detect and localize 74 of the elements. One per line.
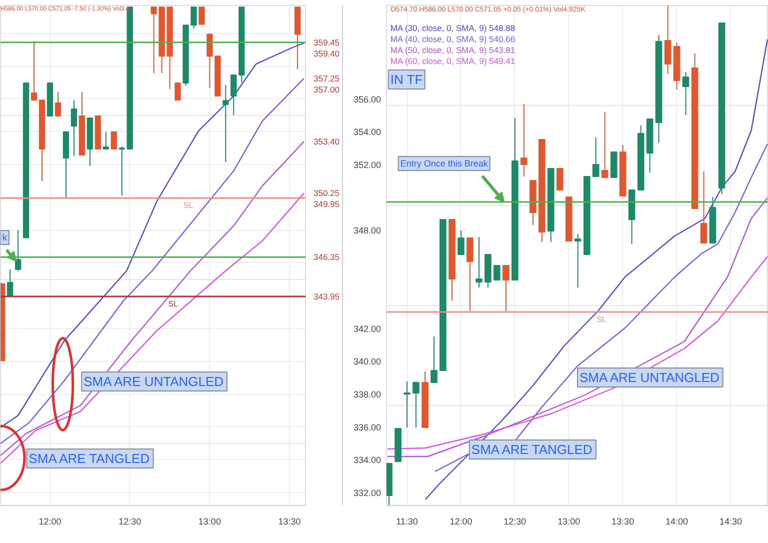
x-tick-label: 12:00 [38, 516, 62, 526]
x-tick-label: 14:00 [666, 516, 688, 526]
annotation: 357.25 [314, 73, 340, 84]
candlestick [556, 168, 564, 190]
candlestick [14, 230, 22, 272]
x-tick-label: 13:30 [612, 516, 634, 526]
candlestick [458, 230, 464, 255]
x-tick-label: 14:30 [719, 516, 742, 526]
candlestick [682, 72, 690, 116]
y-tick-label: 348.00 [354, 226, 382, 236]
y-tick-label: 342.00 [354, 324, 382, 334]
text: MA (50, close, 0, SMA, 9) 543.81 [390, 45, 516, 55]
annotation: SMA ARE UNTANGLED [84, 374, 224, 389]
annotation: k [2, 232, 8, 242]
x-tick-label: 11:30 [396, 516, 418, 526]
y-tick-label: 338.00 [354, 390, 382, 400]
y-tick-label: 334.00 [354, 455, 382, 466]
ref-line-label: SL [596, 315, 607, 324]
candlestick [592, 137, 600, 177]
candlestick [466, 238, 474, 312]
candlestick [412, 381, 420, 428]
candlestick [102, 131, 109, 150]
candlestick [198, 6, 205, 25]
annotation: 349.95 [314, 199, 340, 210]
candlestick [70, 100, 78, 156]
candlestick [110, 131, 117, 150]
annotation: 353.40 [314, 136, 340, 147]
candlestick [6, 268, 14, 298]
candlestick [700, 171, 708, 244]
annotation: 343.95 [314, 291, 340, 302]
candlestick [404, 381, 410, 428]
annotation: SMA ARE TANGLED [28, 451, 150, 466]
x-tick-label: 13:00 [558, 516, 580, 526]
y-tick-label: 352.00 [354, 160, 382, 170]
annotation: Entry Once this Break [400, 158, 488, 168]
candlestick [574, 234, 582, 288]
annotation: 346.35 [314, 252, 340, 262]
x-tick-label: 12:30 [504, 516, 526, 526]
annotation: 357.00 [314, 84, 340, 94]
x-tick-label: 13:00 [198, 516, 221, 526]
text: MA (60, close, 0, SMA, 9) 549.41 [390, 56, 516, 66]
y-tick-label: 354.00 [354, 127, 382, 138]
text: MA (30, close, 0, SMA, 9) 548.88 [390, 23, 516, 33]
ref-line-label: SL [184, 201, 194, 210]
y-tick-label: 332.00 [354, 488, 382, 498]
candlestick [520, 104, 528, 177]
annotation: 359.45 [314, 37, 340, 48]
x-tick-label: 12:00 [450, 516, 472, 526]
line-series [0, 192, 305, 464]
candlestick [664, 6, 672, 74]
text: MA (40, close, 0, SMA, 9) 540.66 [390, 34, 516, 44]
annotation: SMA ARE TANGLED [471, 442, 592, 457]
candlestick [230, 74, 237, 116]
y-tick-label: 336.00 [354, 422, 382, 432]
y-tick-label: 340.00 [354, 356, 382, 367]
annotation: 359.40 [314, 48, 340, 58]
candlestick [30, 40, 38, 101]
candlestick [430, 336, 438, 383]
candlestick [118, 146, 125, 196]
candlestick [601, 112, 608, 178]
x-tick-label: 12:30 [118, 516, 142, 526]
candlestick [174, 82, 181, 101]
candlestick [222, 84, 229, 163]
x-tick-label: 13:30 [278, 516, 301, 526]
candlestick [206, 34, 213, 88]
candlestick [54, 92, 62, 116]
ref-line-label: SL [168, 299, 179, 308]
candlestick [493, 265, 500, 280]
candlestick [502, 265, 510, 312]
annotation: SMA ARE UNTANGLED [580, 370, 720, 385]
y-tick-label: 356.00 [354, 94, 382, 104]
annotation: IN TF [390, 72, 423, 87]
candlestick [476, 236, 482, 288]
annotation: 350.25 [314, 188, 340, 198]
